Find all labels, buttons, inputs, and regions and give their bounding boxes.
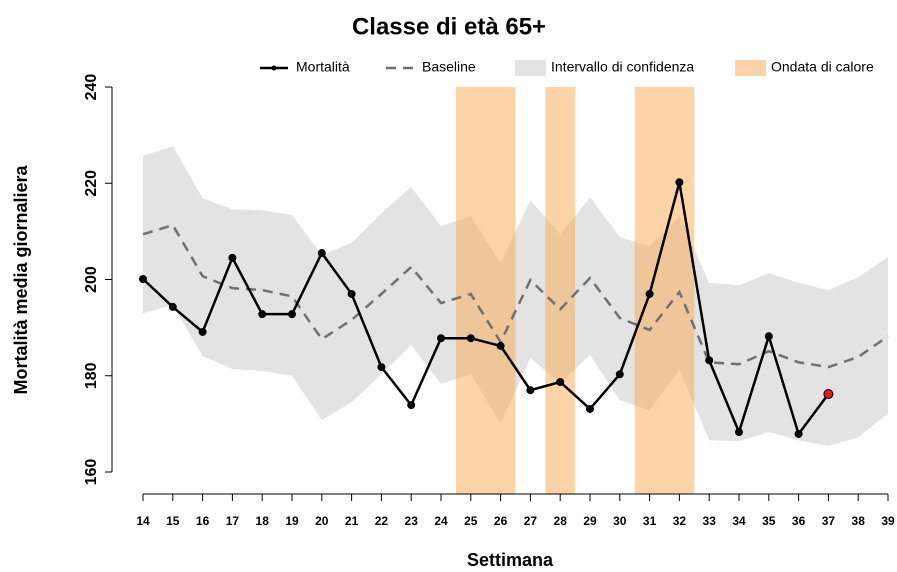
- data-point: [675, 178, 684, 187]
- data-point: [437, 334, 445, 343]
- legend-swatch: [271, 65, 277, 71]
- data-point: [377, 363, 386, 372]
- data-point: [317, 249, 326, 258]
- heatwave-span: [455, 87, 516, 494]
- heatwave-span: [634, 87, 695, 494]
- data-point: [168, 302, 177, 311]
- legend-label: Ondata di calore: [771, 59, 874, 75]
- legend-label: Intervallo di confidenza: [551, 59, 694, 75]
- data-point: [526, 386, 535, 395]
- x-tick-label: 39: [881, 514, 895, 528]
- series-line: [142, 181, 830, 437]
- x-tick-label: 26: [494, 514, 508, 528]
- legend-label: Mortalità: [296, 59, 350, 75]
- data-point: [139, 275, 147, 284]
- x-tick-label: 22: [375, 514, 389, 528]
- data-point: [198, 327, 207, 336]
- data-point: [556, 378, 565, 387]
- x-tick-label: 20: [315, 514, 329, 528]
- x-tick-label: 17: [226, 514, 240, 528]
- heatwave-span: [545, 87, 576, 494]
- x-tick-label: 28: [554, 514, 568, 528]
- x-tick-label: 31: [643, 514, 657, 528]
- data-point: [645, 289, 654, 298]
- data-point: [615, 370, 624, 379]
- data-point: [764, 332, 773, 341]
- data-point: [735, 428, 743, 437]
- x-tick-label: 34: [732, 514, 746, 528]
- data-point: [466, 334, 475, 343]
- data-point: [705, 356, 714, 365]
- x-tick-label: 24: [434, 514, 448, 528]
- x-tick-label: 25: [464, 514, 478, 528]
- x-tick-label: 19: [285, 514, 299, 528]
- x-tick-label: 32: [673, 514, 687, 528]
- x-tick-label: 29: [583, 514, 597, 528]
- x-axis-title: Settimana: [467, 550, 554, 570]
- legend-label: Baseline: [422, 59, 476, 75]
- data-point: [288, 310, 296, 319]
- x-tick-label: 36: [792, 514, 806, 528]
- data-point: [347, 289, 356, 298]
- y-tick-label: 160: [83, 459, 100, 486]
- data-point: [586, 404, 594, 413]
- y-tick-label: 200: [83, 266, 100, 293]
- x-tick-label: 16: [196, 514, 210, 528]
- legend-swatch: [515, 60, 546, 76]
- x-tick-label: 37: [822, 514, 836, 528]
- legend: Mortalità Baseline Intervallo di confidenz…: [260, 59, 874, 76]
- data-point: [823, 389, 834, 400]
- x-tick-label: 35: [762, 514, 776, 528]
- data-point: [228, 253, 237, 262]
- x-tick-label: 33: [703, 514, 717, 528]
- chart-title: Classe di età 65+: [352, 13, 546, 40]
- y-tick-label: 180: [83, 362, 100, 389]
- x-tick-label: 27: [524, 514, 538, 528]
- x-tick-label: 30: [613, 514, 627, 528]
- x-tick-label: 38: [852, 514, 866, 528]
- y-tick-label: 240: [83, 74, 100, 101]
- data-point: [794, 429, 803, 438]
- x-tick-label: 18: [256, 514, 270, 528]
- legend-swatch: [735, 60, 766, 76]
- data-point: [258, 310, 267, 319]
- plot-area: [139, 87, 889, 494]
- y-axis-title: Mortalità media giornaliera: [11, 164, 31, 394]
- y-tick-label: 220: [83, 170, 100, 197]
- data-point: [407, 401, 416, 410]
- x-tick-label: 23: [405, 514, 419, 528]
- x-tick-label: 15: [166, 514, 180, 528]
- x-tick-label: 21: [345, 514, 359, 528]
- x-tick-label: 14: [136, 514, 150, 528]
- data-point: [496, 341, 505, 350]
